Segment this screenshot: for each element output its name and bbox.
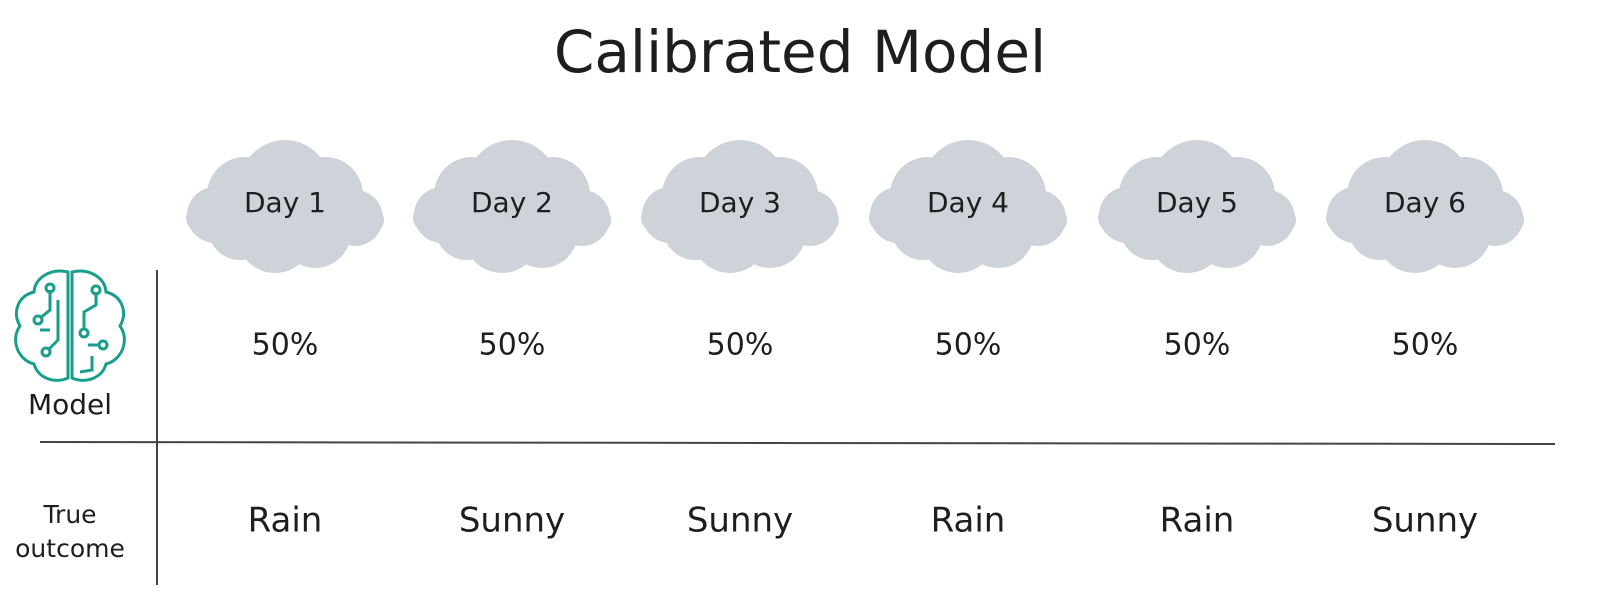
- brain-icon: [14, 269, 126, 382]
- cloud-puff: [583, 206, 611, 234]
- outcome: Sunny: [459, 501, 565, 541]
- cloud-puff: [641, 204, 669, 232]
- horizontal-divider: [39, 441, 1556, 445]
- day-label: Day 1: [244, 186, 326, 219]
- cloud: [186, 140, 384, 273]
- outcome: Sunny: [1372, 501, 1478, 541]
- cloud-puff: [1191, 196, 1263, 268]
- cloud-puff: [811, 206, 839, 234]
- cloud-puff: [435, 196, 499, 260]
- cloud-puff: [413, 204, 441, 232]
- cloud-puff: [663, 196, 727, 260]
- day-label: Day 6: [1384, 186, 1466, 219]
- prediction: 50%: [252, 328, 319, 363]
- outcome-label: True outcome: [15, 500, 125, 563]
- prediction: 50%: [479, 328, 546, 363]
- outcome-label-box: True outcome: [15, 500, 125, 563]
- cloud-puff: [1496, 206, 1524, 234]
- outcome: Sunny: [687, 501, 793, 541]
- cloud-puff: [891, 196, 955, 260]
- cloud-puff: [962, 196, 1034, 268]
- cloud-puff: [279, 196, 351, 268]
- title: Calibrated Model: [554, 18, 1046, 86]
- cloud-puff: [734, 196, 806, 268]
- day-label: Day 2: [471, 186, 553, 219]
- day-label: Day 4: [927, 186, 1009, 219]
- prediction: 50%: [1164, 328, 1231, 363]
- cloud-puff: [1120, 196, 1184, 260]
- cloud: [413, 140, 611, 273]
- cloud-puff: [869, 204, 897, 232]
- cloud: [1326, 140, 1524, 273]
- cloud-puff: [506, 196, 578, 268]
- cloud: [1098, 140, 1296, 273]
- prediction: 50%: [935, 328, 1002, 363]
- day-label: Day 5: [1156, 186, 1238, 219]
- outcome: Rain: [1160, 501, 1235, 541]
- outcome: Rain: [931, 501, 1006, 541]
- cloud-puff: [186, 204, 214, 232]
- outcome: Rain: [248, 501, 323, 541]
- model-label: Model: [28, 388, 112, 421]
- cloud-puff: [1419, 196, 1491, 268]
- cloud-puff: [1039, 206, 1067, 234]
- cloud-puff: [1348, 196, 1412, 260]
- cloud-puff: [208, 196, 272, 260]
- prediction: 50%: [1392, 328, 1459, 363]
- prediction: 50%: [707, 328, 774, 363]
- cloud: [869, 140, 1067, 273]
- cloud-puff: [356, 206, 384, 234]
- cloud: [641, 140, 839, 273]
- cloud-puff: [1326, 204, 1354, 232]
- day-label: Day 3: [699, 186, 781, 219]
- cloud-puff: [1268, 206, 1296, 234]
- cloud-puff: [1098, 204, 1126, 232]
